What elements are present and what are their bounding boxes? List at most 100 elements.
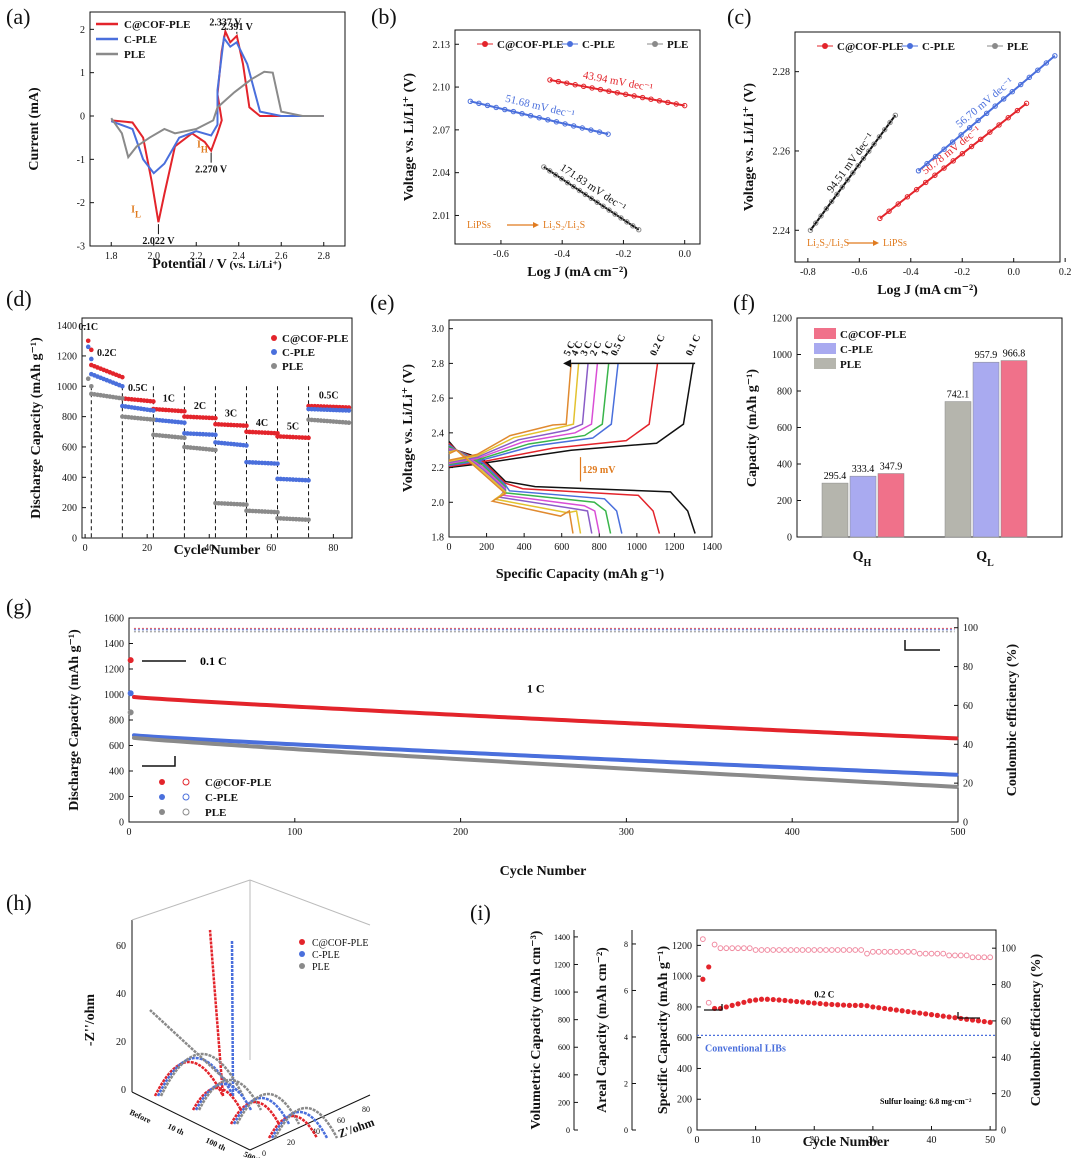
y-tick-label: -1 (77, 155, 85, 166)
y-tick-label: 2.6 (432, 394, 445, 405)
y-tick-label: 60 (963, 701, 973, 712)
data-point (1001, 96, 1007, 102)
rate-label: 0.5C (319, 390, 339, 401)
data-point (596, 129, 603, 135)
x-tick-label: 1200 (664, 542, 684, 553)
legend-marker (271, 363, 277, 369)
y-tick-label: 0 (119, 818, 124, 829)
peak-label: IL (131, 205, 141, 220)
data-point (580, 83, 587, 90)
data-point (932, 172, 938, 178)
data-point (630, 223, 636, 229)
x-tick-label: 20 (142, 543, 152, 554)
y-axis-label: -Z''/ohm (83, 994, 98, 1046)
data-point (244, 423, 249, 429)
data-point (493, 104, 499, 111)
legend-label: C@COF-PLE (497, 39, 563, 51)
warburg-tail (208, 929, 225, 1097)
bar-value-label: 347.9 (880, 462, 903, 473)
reaction-to: LiPSs (883, 238, 907, 249)
rate-arrowhead (563, 359, 572, 368)
legend-label: C-PLE (582, 39, 615, 51)
x-tick-label: 40 (312, 1127, 320, 1136)
y-tick-label: 1000 (104, 690, 124, 701)
capacity-point (776, 997, 782, 1003)
y-tick-label: 2.2 (432, 463, 445, 474)
data-point (346, 420, 352, 425)
y-axis-label: Discharge Capacity (mAh g⁻¹) (67, 629, 82, 811)
plot-frame (448, 319, 713, 538)
x-axis-label: Cycle Number (803, 1135, 890, 1150)
legend-marker-filled (159, 779, 165, 785)
y-tick-label: 2.07 (433, 125, 451, 136)
x-tick-label: 20 (287, 1138, 295, 1147)
x-tick-label: 0.2 (1059, 267, 1072, 278)
capacity-point (811, 1000, 817, 1006)
panel-c: (c) -0.8 -0.6 -0.4 -0.2 0.0 0.2 2.24 2.26 2.28 50.… (727, 4, 1071, 298)
x-tick-label: 80 (362, 1105, 370, 1114)
panel-label: (g) (6, 594, 32, 619)
rate-label: 2C (194, 401, 206, 412)
y-tick-label: 6 (624, 986, 628, 995)
data-point (636, 227, 642, 233)
data-point (839, 184, 845, 190)
y-tick-label: 1400 (57, 321, 77, 332)
y-tick-label: 2.0 (432, 498, 445, 509)
reference-label: Conventional LIBs (705, 1043, 786, 1054)
ce-point (717, 945, 724, 952)
capacity-point (840, 1002, 847, 1008)
data-point (1014, 107, 1021, 114)
data-point (950, 158, 956, 164)
x-tick-label: 300 (619, 827, 634, 838)
y-tick-label: 1000 (772, 350, 792, 361)
bar-value-label: 966.8 (1003, 349, 1026, 360)
y-tick-label: 200 (62, 503, 77, 514)
ce-point (899, 948, 906, 955)
y-tick-label: 1000 (672, 972, 692, 983)
nyquist-semicircle (153, 1060, 225, 1097)
data-point (913, 186, 920, 193)
volumetric-axis-label: Volumetric Capacity (mAh cm⁻³) (529, 930, 544, 1129)
y-tick-label: 800 (558, 1016, 570, 1025)
x-tick-label: 600 (554, 542, 569, 553)
legend-label: C-PLE (282, 347, 315, 359)
y-axis-label: Specific Capacity (mAh g⁻¹) (656, 946, 671, 1115)
slope-label: 50.78 mV dec⁻¹ (920, 124, 983, 177)
data-point (648, 96, 654, 102)
data-point (553, 119, 560, 125)
y-axis-label: Current (mA) (27, 87, 42, 171)
data-point (1043, 60, 1050, 66)
legend-label: C-PLE (922, 41, 955, 53)
x-tick-label: -0.8 (800, 267, 816, 278)
data-point (904, 194, 911, 200)
peak-value: 2.270 V (195, 165, 228, 176)
fit-line (470, 100, 609, 136)
capacity-point (747, 998, 753, 1004)
y-tick-label: 4 (624, 1033, 628, 1042)
data-point (541, 164, 547, 170)
y-axis-label: Voltage vs. Li/Li⁺ (V) (402, 73, 417, 202)
ce-point (752, 947, 759, 953)
ce-point (864, 950, 870, 957)
data-point (623, 91, 629, 98)
x-axis-label: Log J (mA cm⁻²) (877, 283, 978, 298)
y-tick-label: 2.13 (433, 40, 451, 51)
capacity-point (723, 1004, 729, 1010)
ce-point (881, 948, 888, 955)
capacity-point (817, 1000, 823, 1007)
data-point (813, 220, 819, 226)
x-tick-label: 40 (204, 543, 214, 554)
capacity-point (975, 1018, 982, 1024)
legend-label: C-PLE (124, 34, 157, 46)
reaction-from: Li₂S₂/Li₂S (807, 238, 849, 249)
y-tick-label: 600 (558, 1043, 570, 1052)
data-point (120, 383, 125, 389)
plot-frame (696, 929, 997, 1131)
x-tick-label: 20 (809, 1135, 819, 1146)
z-tick-label: 40 (116, 989, 126, 1000)
x-tick-label: 0 (83, 543, 88, 554)
x-tick-label: 0 (447, 542, 452, 553)
y-tick-label: 2.04 (433, 168, 451, 179)
x-tick-label: 0.0 (678, 249, 691, 260)
data-point (844, 177, 851, 183)
